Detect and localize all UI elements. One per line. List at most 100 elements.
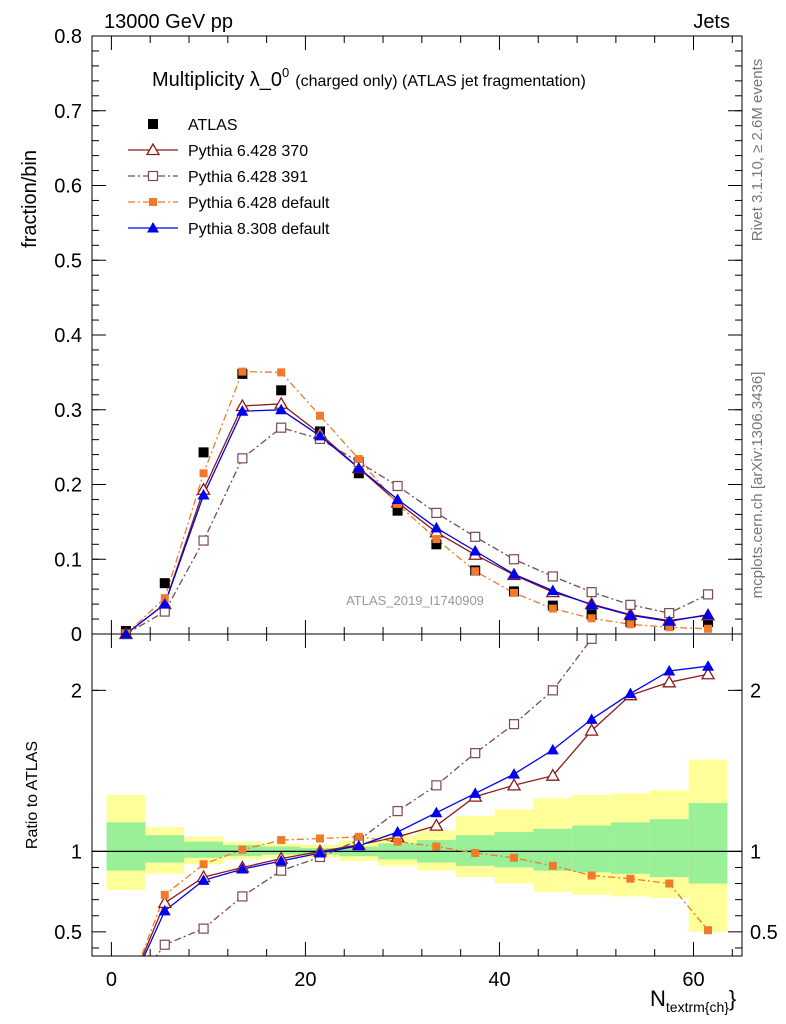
xlabel-close: } bbox=[729, 986, 736, 1011]
ratio-point-pythia-6-428-391 bbox=[508, 719, 520, 730]
uncertainty-bands bbox=[92, 759, 742, 932]
ratio-line-pythia-8-308-default bbox=[143, 665, 709, 956]
series-line-pythia-6-428-391 bbox=[125, 426, 709, 635]
ratio-plot-marks bbox=[140, 634, 716, 956]
ratio-point-pythia-6-428-391 bbox=[586, 634, 597, 644]
ratio-point-pythia-6-428-default bbox=[665, 879, 674, 888]
series-line-pythia-6-428-370 bbox=[125, 403, 709, 635]
energy-label: 13000 GeV pp bbox=[104, 11, 233, 33]
point-pythia-6-428-default bbox=[626, 620, 635, 629]
stat-uncertainty-band bbox=[145, 835, 185, 863]
point-pythia-6-428-default bbox=[587, 614, 596, 623]
point-pythia-8-308-default bbox=[313, 429, 326, 441]
title-rest: (charged only) (ATLAS jet fragmentation) bbox=[295, 73, 586, 90]
point-pythia-6-428-391 bbox=[586, 587, 597, 598]
point-atlas bbox=[198, 447, 209, 458]
ratio-point-pythia-6-428-391 bbox=[159, 939, 170, 950]
ratio-point-pythia-8-308-default bbox=[158, 904, 171, 916]
y-tick-label: 0.5 bbox=[54, 250, 82, 272]
x-axis-label: Ntextrm{ch}} bbox=[650, 986, 736, 1015]
main-plot-ticks: 0 0.1 0.2 0.3 0.4 0.5 0.6 0.7 0.8 bbox=[54, 26, 742, 646]
point-pythia-8-308-default bbox=[546, 584, 559, 596]
y-tick-label: 0 bbox=[71, 624, 82, 646]
point-pythia-8-308-default bbox=[702, 608, 715, 620]
ratio-point-pythia-6-428-default bbox=[548, 861, 557, 870]
stat-uncertainty-band bbox=[494, 832, 534, 868]
ratio-point-pythia-6-428-default bbox=[199, 860, 208, 869]
point-pythia-8-308-default bbox=[391, 493, 404, 504]
point-atlas bbox=[353, 468, 364, 479]
point-pythia-6-428-default bbox=[238, 367, 247, 376]
ratio-point-pythia-6-428-default bbox=[277, 836, 286, 845]
ratio-point-pythia-6-428-default bbox=[471, 848, 480, 857]
legend-item: ATLAS bbox=[148, 117, 238, 134]
y-tick-label: 0.8 bbox=[54, 26, 82, 48]
point-pythia-6-428-default bbox=[432, 535, 441, 544]
point-atlas bbox=[159, 578, 170, 589]
y-tick-label: 0.4 bbox=[54, 325, 82, 347]
stat-uncertainty-band bbox=[649, 819, 689, 878]
point-pythia-6-428-391 bbox=[470, 531, 481, 542]
point-pythia-6-428-391 bbox=[547, 571, 558, 582]
ratio-point-pythia-6-428-default bbox=[393, 837, 402, 846]
ratio-point-pythia-8-308-default bbox=[702, 660, 715, 671]
series-line-pythia-6-428-default bbox=[125, 370, 709, 635]
ratio-point-pythia-6-428-default bbox=[354, 832, 363, 841]
ratio-point-pythia-8-308-default bbox=[391, 826, 404, 837]
point-pythia-6-428-default bbox=[665, 623, 674, 632]
point-pythia-8-308-default bbox=[508, 568, 521, 579]
y-tick-label: 0.7 bbox=[54, 101, 82, 123]
y-tick-label: 0.3 bbox=[54, 400, 82, 422]
legend-label: ATLAS bbox=[188, 117, 238, 134]
point-pythia-6-428-391 bbox=[276, 422, 287, 433]
ratio-y-tick-label-right: 0.5 bbox=[750, 922, 778, 944]
x-tick-label: 0 bbox=[106, 969, 117, 991]
legend-item: Pythia 8.308 default bbox=[128, 221, 330, 238]
ratio-point-pythia-6-428-391 bbox=[198, 923, 209, 934]
y-tick-label: 0.1 bbox=[54, 549, 82, 571]
legend-label: Pythia 8.308 default bbox=[188, 221, 330, 238]
ratio-point-pythia-8-308-default bbox=[352, 839, 365, 851]
stat-uncertainty-band bbox=[611, 822, 650, 874]
process-label: Jets bbox=[693, 11, 730, 33]
analysis-watermark: ATLAS_2019_I1740909 bbox=[346, 593, 484, 608]
ratio-point-pythia-6-428-370 bbox=[662, 674, 677, 688]
point-pythia-6-428-391 bbox=[198, 535, 209, 546]
point-pythia-6-428-default bbox=[354, 455, 363, 464]
stat-uncertainty-band bbox=[688, 803, 728, 884]
point-pythia-6-428-default bbox=[471, 567, 480, 576]
point-pythia-8-308-default bbox=[430, 521, 443, 533]
ratio-point-pythia-8-308-default bbox=[663, 665, 676, 676]
point-pythia-6-428-default bbox=[315, 411, 324, 420]
ratio-point-pythia-6-428-default bbox=[238, 845, 247, 854]
ratio-point-pythia-8-308-default bbox=[624, 687, 637, 699]
ratio-point-pythia-8-308-default bbox=[236, 863, 249, 874]
point-pythia-8-308-default bbox=[158, 598, 171, 609]
ratio-y-tick-label: 2 bbox=[71, 680, 82, 702]
point-pythia-6-428-default bbox=[704, 624, 713, 633]
ratio-point-pythia-6-428-370 bbox=[429, 818, 444, 831]
x-tick-label: 20 bbox=[294, 969, 316, 991]
stat-uncertainty-band bbox=[261, 846, 301, 855]
point-atlas bbox=[276, 385, 287, 396]
ratio-point-pythia-8-308-default bbox=[546, 743, 559, 755]
mcplots-label: mcplots.cern.ch [arXiv:1306.3436] bbox=[749, 372, 766, 599]
ratio-point-pythia-6-428-default bbox=[587, 871, 596, 880]
ratio-point-pythia-8-308-default bbox=[313, 846, 326, 858]
ratio-point-pythia-6-428-391 bbox=[392, 805, 403, 817]
title-sup: 0 bbox=[282, 65, 289, 80]
y-tick-label: 0.6 bbox=[54, 176, 82, 198]
ratio-y-tick-label-right: 1 bbox=[750, 841, 761, 863]
main-plot-ylabel: fraction/bin bbox=[19, 150, 41, 248]
legend-label: Pythia 6.428 default bbox=[188, 195, 330, 212]
point-pythia-8-308-default bbox=[275, 403, 288, 415]
legend: ATLAS Pythia 6.428 370 Pythia 6.428 391 Pyt… bbox=[128, 117, 330, 238]
legend-item: Pythia 6.428 391 bbox=[128, 169, 308, 186]
main-plot-marks bbox=[118, 367, 716, 640]
ratio-point-pythia-6-428-default bbox=[626, 874, 635, 883]
point-pythia-6-428-default bbox=[548, 604, 557, 613]
point-pythia-8-308-default bbox=[624, 609, 637, 620]
xlabel-sub: textrm{ch} bbox=[666, 999, 729, 1015]
ratio-line-pythia-6-428-370 bbox=[142, 673, 709, 956]
ratio-point-pythia-8-308-default bbox=[508, 768, 521, 779]
